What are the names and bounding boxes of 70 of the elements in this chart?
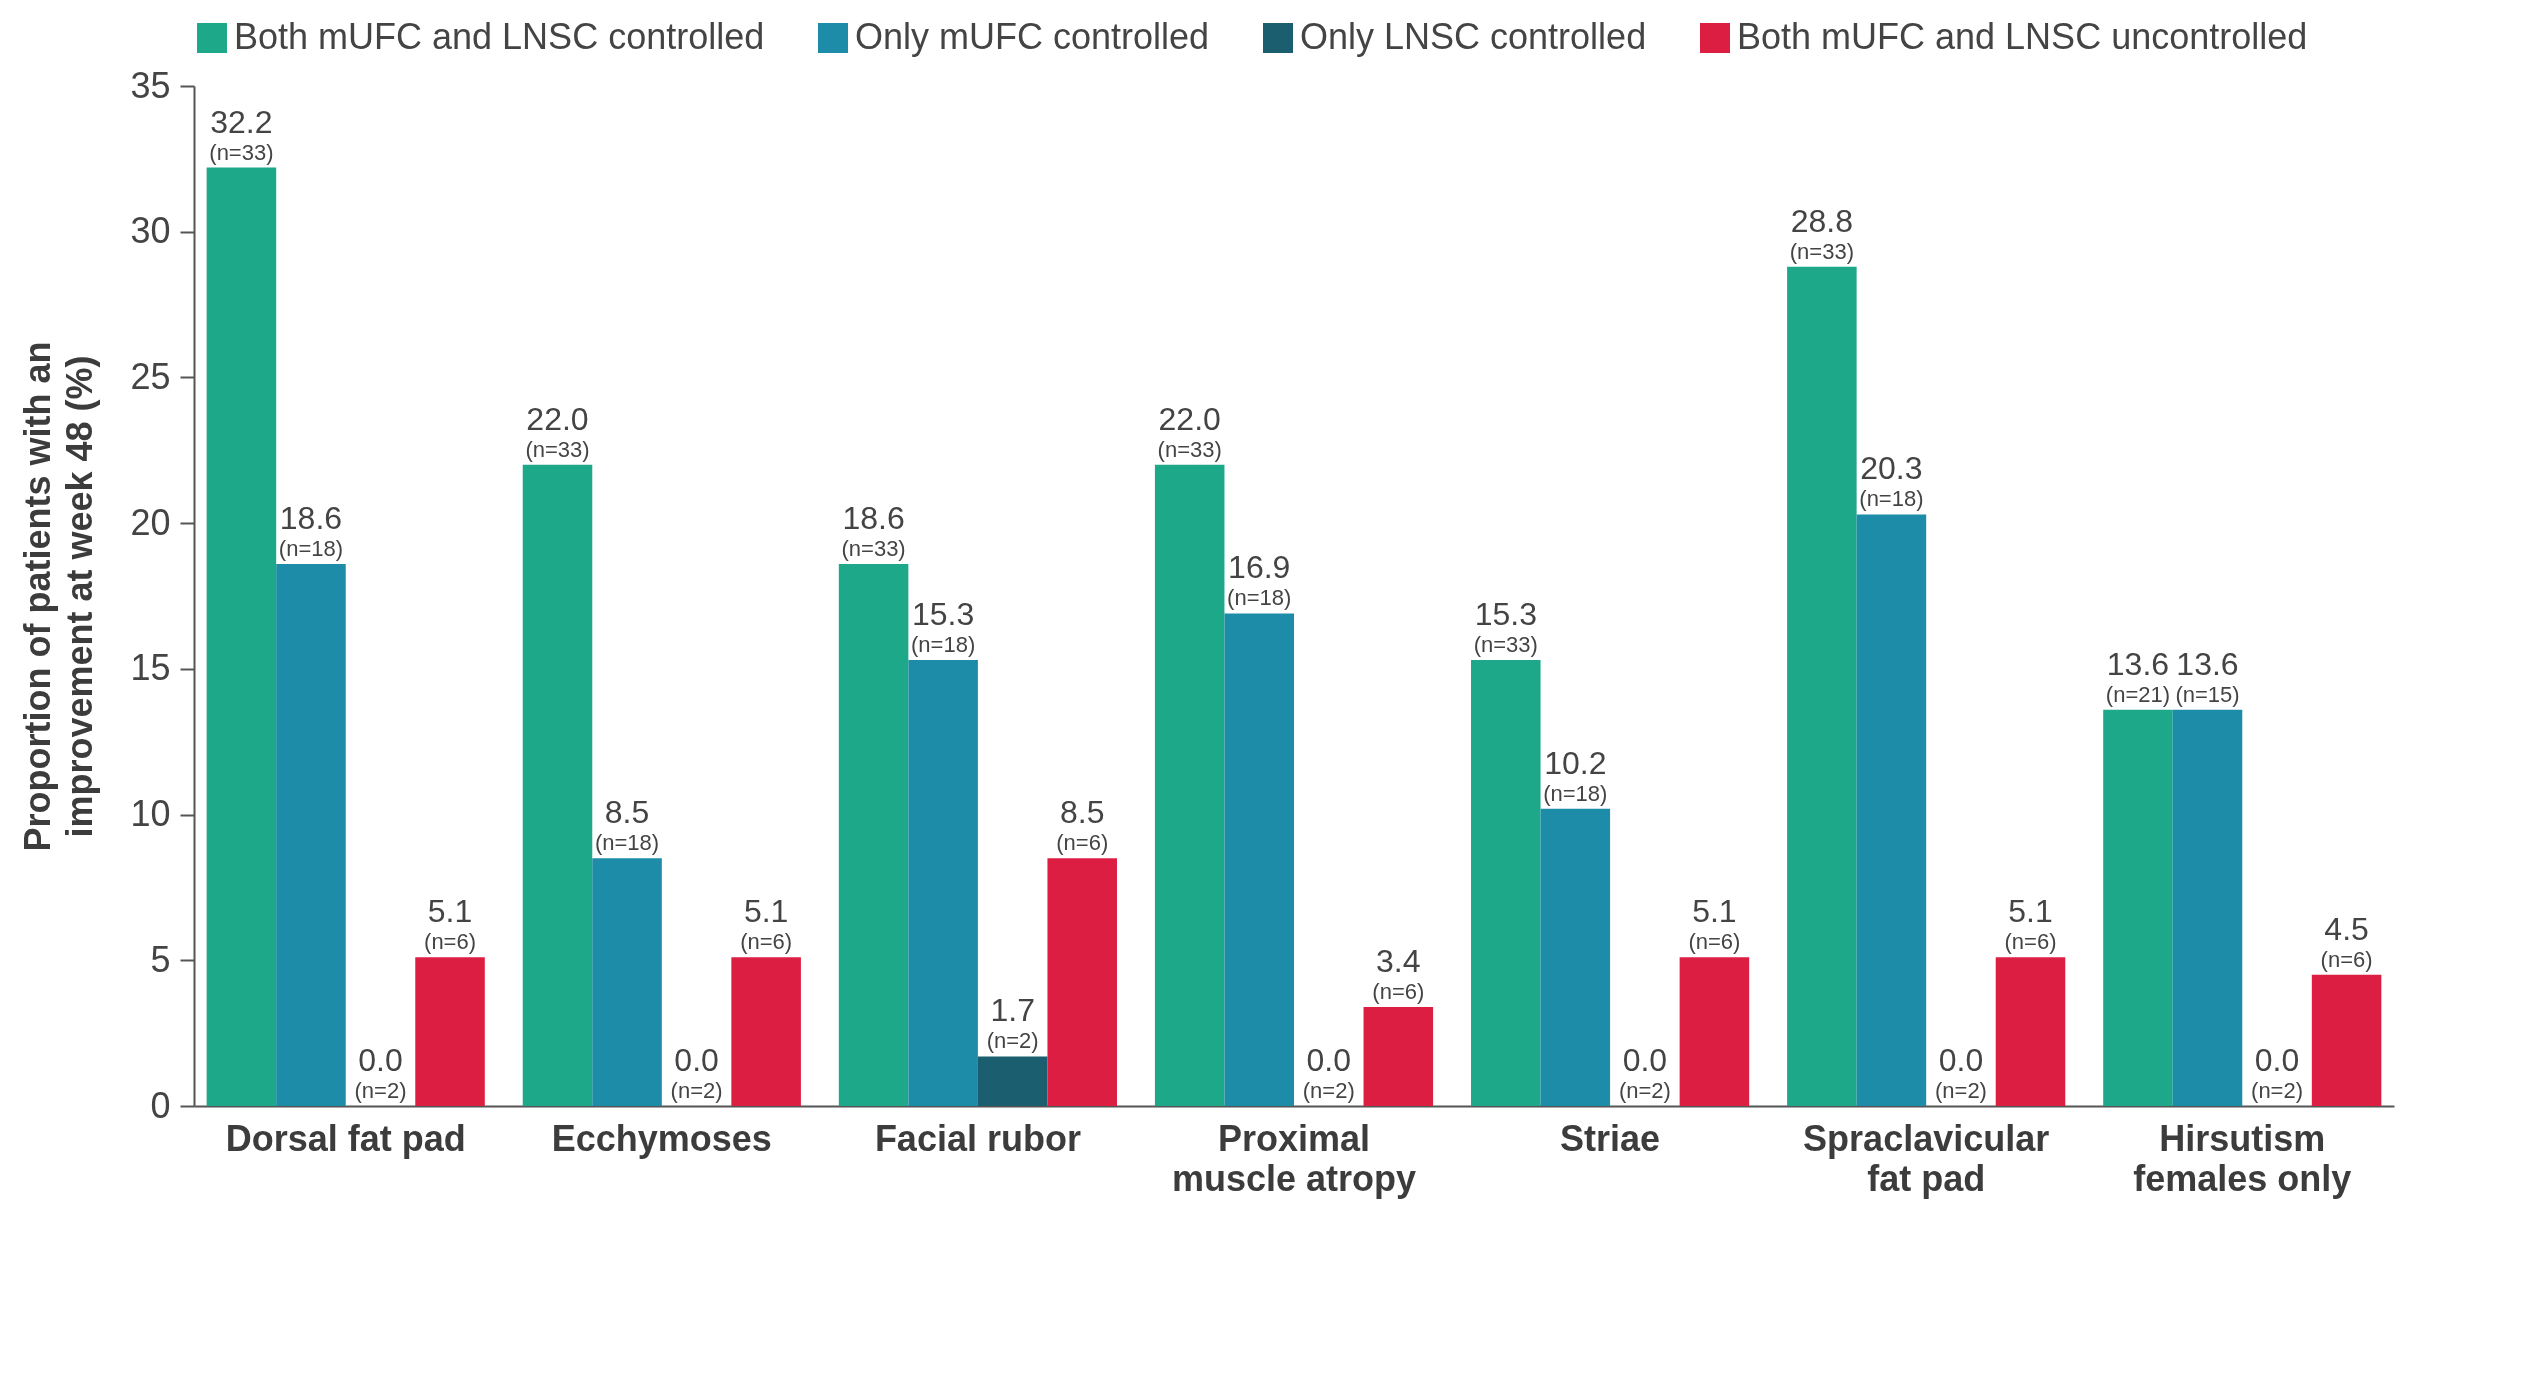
text: 4.5 (n=6) <box>2320 910 2373 972</box>
text: 1.7 (n=2) <box>986 992 1039 1054</box>
text: 13.6 (n=21) <box>2105 645 2171 707</box>
bar <box>1363 1006 1434 1106</box>
bar <box>1856 514 1927 1106</box>
bar <box>1047 858 1117 1106</box>
x-tick-label: Striae <box>1560 1117 1661 1159</box>
bar <box>838 563 909 1106</box>
text: 5.1 (n=6) <box>424 893 477 955</box>
text: 3.4 (n=6) <box>1372 942 1425 1004</box>
bar <box>1224 613 1294 1106</box>
bar <box>2311 974 2382 1106</box>
text: 28.8 (n=33) <box>1789 202 1854 264</box>
x-tick-label: Ecchymoses <box>551 1117 772 1159</box>
bar <box>2172 709 2243 1106</box>
text: 5.1 (n=6) <box>2004 893 2057 955</box>
x-tick-label: Proximal muscle atropy <box>1171 1117 1417 1199</box>
bar <box>977 1056 1048 1106</box>
text: 32.2 (n=33) <box>209 103 274 165</box>
text: 22.0 (n=33) <box>1157 400 1222 462</box>
legend-label: Only mUFC controlled <box>855 16 1210 57</box>
legend-label: Both mUFC and LNSC controlled <box>234 16 765 57</box>
bar <box>1679 957 1750 1106</box>
bar <box>522 464 593 1106</box>
y-tick-label: 25 <box>130 355 171 397</box>
text: 8.5 (n=18) <box>594 794 660 856</box>
bar <box>1995 957 2066 1106</box>
bar <box>1540 808 1611 1106</box>
x-tick-label: Facial rubor <box>874 1117 1081 1159</box>
bar <box>415 957 485 1106</box>
text: 18.6 (n=33) <box>841 499 906 561</box>
text: 10.2 (n=18) <box>1543 744 1608 806</box>
x-tick-label: Dorsal fat pad <box>225 1117 466 1159</box>
y-tick-label: 35 <box>130 64 171 106</box>
bar <box>2103 709 2173 1106</box>
text: 0.0 (n=2) <box>1302 1042 1355 1103</box>
text: 18.6 (n=18) <box>278 499 344 561</box>
text: 20.3 (n=18) <box>1859 450 1924 512</box>
bar <box>276 563 346 1106</box>
bar <box>908 660 978 1106</box>
y-tick-label: 30 <box>130 210 171 252</box>
text: 16.9 (n=18) <box>1227 549 1292 611</box>
x-tick-label: Spraclavicular fat pad <box>1803 1117 2050 1199</box>
bar <box>1154 464 1225 1106</box>
x-tick-label: Hirsutism females only <box>2133 1117 2352 1199</box>
text: 0.0 (n=2) <box>1934 1042 1987 1103</box>
bar <box>592 858 662 1106</box>
y-tick-label: 15 <box>130 647 171 689</box>
bar <box>1471 660 1541 1106</box>
text: 0.0 (n=2) <box>2251 1042 2304 1103</box>
y-axis-title: Proportion of patients with an improvement at week 48 (%) <box>17 341 101 852</box>
text: 0.0 (n=2) <box>670 1042 723 1103</box>
legend-label: Both mUFC and LNSC uncontrolled <box>1737 16 2308 57</box>
y-tick-label: 5 <box>150 938 171 980</box>
text: 0.0 (n=2) <box>1618 1042 1671 1103</box>
text: 8.5 (n=6) <box>1056 794 1109 856</box>
text: 5.1 (n=6) <box>1688 893 1741 955</box>
bar <box>206 167 277 1106</box>
text: 15.3 (n=18) <box>911 596 976 658</box>
text: 15.3 (n=33) <box>1473 596 1538 658</box>
y-tick-label: 10 <box>130 793 171 835</box>
text: 0.0 (n=2) <box>354 1042 407 1103</box>
bar <box>1787 266 1857 1106</box>
legend-label: Only LNSC controlled <box>1300 16 1647 57</box>
text: 5.1 (n=6) <box>740 893 793 955</box>
y-tick-label: 0 <box>150 1084 171 1126</box>
text: 22.0 (n=33) <box>525 400 590 462</box>
bar <box>731 957 801 1106</box>
text: 13.6 (n=15) <box>2175 645 2240 707</box>
y-tick-label: 20 <box>130 501 171 543</box>
